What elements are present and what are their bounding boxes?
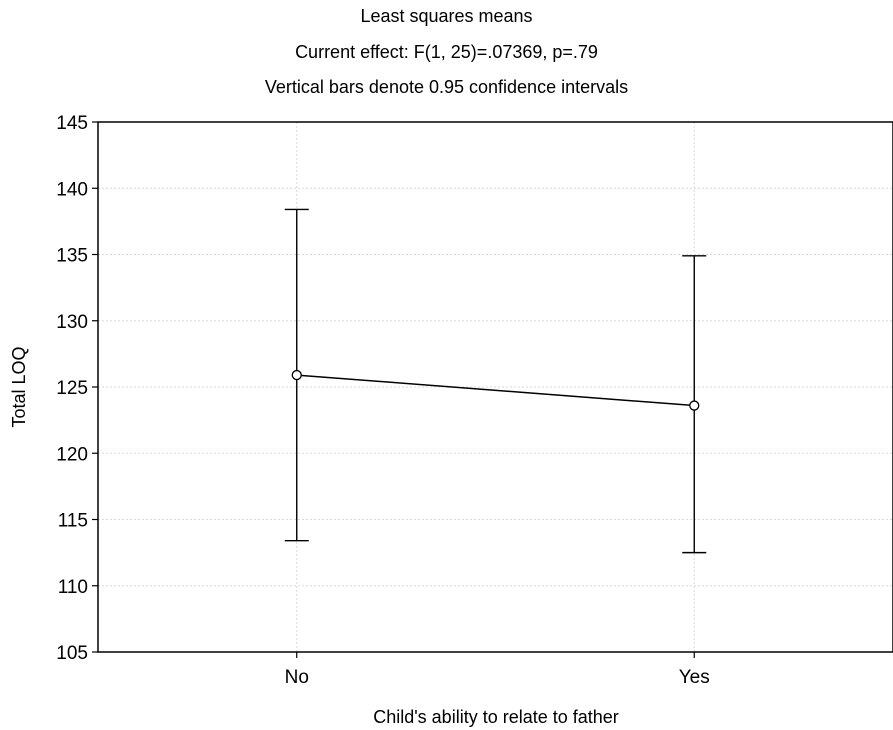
series <box>284 208 707 554</box>
y-axis-label: Total LOQ <box>9 346 29 427</box>
y-tick-label: 140 <box>56 179 88 200</box>
gridlines <box>98 122 893 652</box>
chart-title: Least squares means <box>360 6 533 26</box>
y-tick-label: 110 <box>58 577 88 598</box>
x-tick-label: No <box>285 667 309 688</box>
y-axis-ticks: 105 110 115 120 125 130 135 140 145 <box>56 113 98 664</box>
plot-frame <box>97 121 893 653</box>
y-tick-label: 115 <box>58 511 88 532</box>
chart-note: Vertical bars denote 0.95 confidence int… <box>264 77 629 97</box>
x-tick-label: Yes <box>679 667 710 688</box>
x-axis-label: Child's ability to relate to father <box>373 707 619 727</box>
y-tick-label: 120 <box>56 444 88 465</box>
x-axis-ticks: No Yes <box>285 652 710 688</box>
series-line <box>296 374 695 407</box>
y-tick-label: 135 <box>56 246 88 267</box>
y-tick-label: 105 <box>56 643 88 664</box>
mean-point <box>291 369 302 381</box>
mean-point <box>689 400 700 411</box>
chart-subtitle: Current effect: F(1, 25)=.07369, p=.79 <box>295 42 598 62</box>
y-tick-label: 145 <box>56 113 88 134</box>
y-tick-label: 130 <box>56 312 88 333</box>
y-tick-label: 125 <box>56 378 88 399</box>
